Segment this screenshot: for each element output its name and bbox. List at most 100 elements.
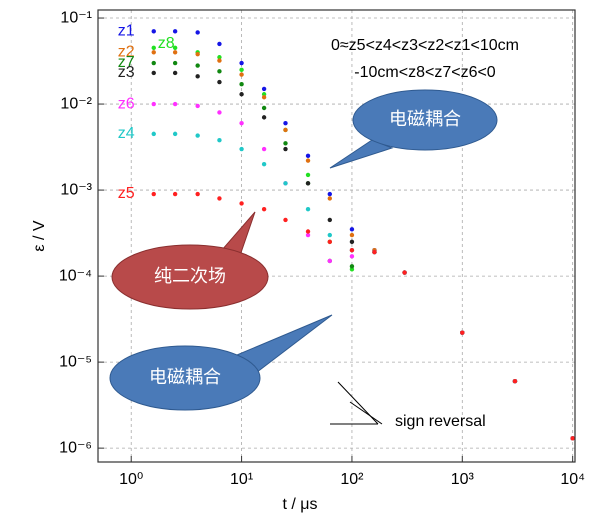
point xyxy=(151,60,156,66)
y-tick-label: 10⁻³ xyxy=(60,181,92,198)
point xyxy=(261,115,267,120)
point xyxy=(261,161,267,167)
point xyxy=(372,249,377,255)
point xyxy=(349,239,355,245)
point xyxy=(151,29,156,34)
point xyxy=(217,41,222,47)
callout xyxy=(109,345,261,411)
point xyxy=(261,95,267,100)
x-tick-label: 10² xyxy=(340,471,364,488)
point xyxy=(239,120,244,126)
point xyxy=(172,191,178,197)
series-label: z3 xyxy=(118,64,135,81)
point xyxy=(195,30,200,35)
point xyxy=(570,436,575,441)
point xyxy=(283,146,288,152)
point xyxy=(195,191,200,197)
point xyxy=(172,70,178,76)
point xyxy=(402,270,407,275)
y-tick-label: 10⁻² xyxy=(60,95,92,112)
x-tick-label: 10³ xyxy=(451,471,475,488)
point xyxy=(195,133,200,138)
point xyxy=(283,120,288,126)
point xyxy=(195,51,200,57)
series-label: z2 xyxy=(118,43,135,60)
point xyxy=(305,229,311,234)
series-label: z8 xyxy=(158,35,175,52)
point xyxy=(305,206,311,212)
annotation: 0≈z5<z4<z3<z2<z1<10cm xyxy=(331,37,519,54)
point xyxy=(305,153,311,159)
point xyxy=(261,105,267,111)
point xyxy=(195,63,200,68)
point xyxy=(239,146,244,152)
point xyxy=(305,181,311,186)
point xyxy=(283,141,288,146)
point xyxy=(305,172,311,178)
point xyxy=(305,232,311,238)
point xyxy=(172,131,178,137)
point xyxy=(283,181,288,186)
point xyxy=(349,264,355,269)
points xyxy=(151,29,575,441)
point xyxy=(195,74,200,79)
y-tick-label: 10⁻⁴ xyxy=(59,267,92,284)
point xyxy=(283,127,288,133)
point xyxy=(151,70,156,76)
point xyxy=(151,191,156,197)
point xyxy=(239,72,244,77)
callout-text: 电磁耦合 xyxy=(149,367,221,388)
point xyxy=(151,101,156,107)
point xyxy=(305,158,311,163)
x-tick-label: 10⁰ xyxy=(119,471,143,488)
point xyxy=(349,232,355,238)
x-tick-label: 10¹ xyxy=(230,471,253,488)
point xyxy=(460,330,465,335)
y-tick-label: 10⁻⁶ xyxy=(59,439,92,456)
point xyxy=(172,101,178,107)
point xyxy=(261,206,267,212)
point xyxy=(172,50,178,55)
point xyxy=(151,50,156,55)
point xyxy=(239,82,244,87)
point xyxy=(327,239,332,245)
pointer-line xyxy=(349,401,383,425)
point xyxy=(217,58,222,63)
point xyxy=(151,45,156,51)
point xyxy=(151,131,156,137)
point xyxy=(239,60,244,66)
point xyxy=(349,248,355,253)
x-tick-label: 10⁴ xyxy=(560,471,585,488)
point xyxy=(261,86,267,92)
callout-text: 纯二次场 xyxy=(154,266,226,287)
callout-text: 电磁耦合 xyxy=(389,109,461,130)
point xyxy=(217,55,222,60)
point xyxy=(239,92,244,97)
y-axis-label: ε / V xyxy=(31,220,48,251)
y-tick-label: 10⁻¹ xyxy=(60,9,92,26)
point xyxy=(217,69,222,74)
callout xyxy=(352,89,498,151)
point xyxy=(327,191,332,197)
series-label: z5 xyxy=(118,185,135,202)
y-tick-label: 10⁻⁵ xyxy=(59,353,92,370)
point xyxy=(327,258,332,264)
point xyxy=(217,138,222,143)
point xyxy=(172,29,178,34)
point xyxy=(327,196,332,201)
point xyxy=(195,103,200,109)
x-axis-label: t / μs xyxy=(283,496,318,513)
point xyxy=(217,196,222,201)
annotation: sign reversal xyxy=(395,413,486,430)
point xyxy=(172,60,178,66)
callout xyxy=(111,244,269,310)
series-label: z4 xyxy=(118,125,135,142)
point xyxy=(217,110,222,115)
series-label: z7 xyxy=(118,54,135,71)
point xyxy=(327,217,332,223)
point xyxy=(283,217,288,223)
point xyxy=(261,146,267,152)
point xyxy=(349,227,355,232)
point xyxy=(512,379,518,384)
